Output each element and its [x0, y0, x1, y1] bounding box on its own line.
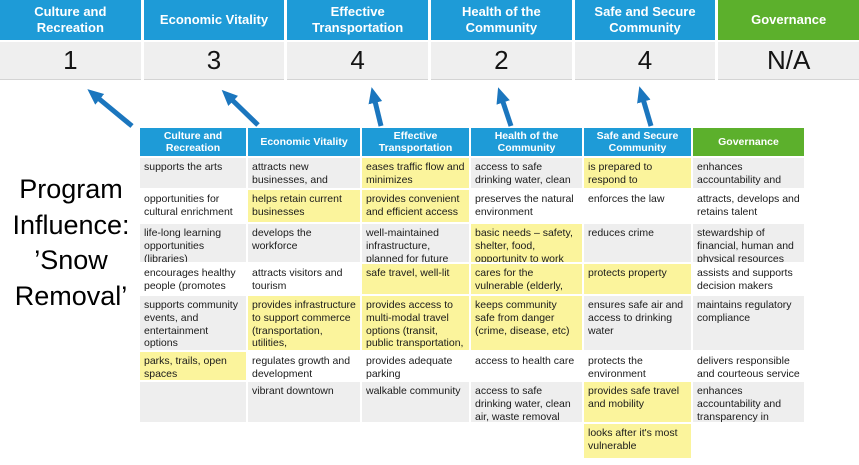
category-header: Economic Vitality [143, 0, 285, 40]
matrix-cell: provides adequate parking [362, 352, 469, 380]
matrix-header: Economic Vitality [248, 128, 360, 156]
matrix-header: Safe and Secure Community [584, 128, 691, 156]
arrows-layer [87, 86, 654, 128]
matrix-cell: helps retain current businesses [248, 190, 360, 222]
category-header: Culture and Recreation [0, 0, 141, 40]
matrix-cell: protects property [584, 264, 691, 294]
matrix-cell: delivers responsible and courteous servi… [693, 352, 804, 380]
category-header: Safe and Secure Community [574, 0, 716, 40]
score-column: Effective Transportation 4 [287, 0, 428, 80]
matrix-cell: provides infrastructure to support comme… [248, 296, 360, 350]
matrix-cell: attracts, develops and retains talent [693, 190, 804, 222]
matrix-cell: regulates growth and development [248, 352, 360, 380]
matrix-cell [140, 424, 246, 458]
matrix-cell: maintains regulatory compliance [693, 296, 804, 350]
matrix-cell: enhances accountability and transparency… [693, 382, 804, 422]
matrix-cell: cares for the vulnerable (elderly, youth… [471, 264, 582, 294]
matrix-header: Effective Transportation [362, 128, 469, 156]
matrix-cell: reduces crime [584, 224, 691, 262]
matrix-cell [248, 424, 360, 458]
matrix-cell: looks after it's most vulnerable [584, 424, 691, 458]
category-score: 2 [431, 42, 572, 80]
matrix-cell: preserves the natural environment [471, 190, 582, 222]
category-header: Governance [718, 0, 859, 40]
matrix-cell: enhances accountability and transparency… [693, 158, 804, 188]
matrix-cell: provides access to multi-modal travel op… [362, 296, 469, 350]
matrix-cell: access to health care [471, 352, 582, 380]
matrix-cell: attracts visitors and tourism [248, 264, 360, 294]
matrix-cell: ensures safe air and access to drinking … [584, 296, 691, 350]
matrix-cell: develops the workforce [248, 224, 360, 262]
matrix-cell: safe travel, well-lit [362, 264, 469, 294]
matrix-cell: access to safe drinking water, clean air… [471, 382, 582, 422]
category-score: 3 [143, 42, 285, 80]
matrix-cell: provides convenient and efficient access [362, 190, 469, 222]
matrix-cell: eases traffic flow and minimizes congest… [362, 158, 469, 188]
matrix-cell: protects the environment [584, 352, 691, 380]
matrix-cell: access to safe drinking water, clean air… [471, 158, 582, 188]
matrix-cell: walkable community [362, 382, 469, 422]
title-line: Influence: [12, 209, 130, 240]
influence-matrix: Culture and Recreation Economic Vitality E… [140, 128, 804, 458]
matrix-header: Governance [693, 128, 804, 156]
matrix-cell [140, 382, 246, 422]
influence-arrow [496, 87, 514, 127]
matrix-cell: stewardship of financial, human and phys… [693, 224, 804, 262]
matrix-cell: attracts new businesses, and creates job… [248, 158, 360, 188]
title-line: Program [19, 174, 123, 204]
matrix-cell: well-maintained infrastructure, planned … [362, 224, 469, 262]
score-column: Economic Vitality 3 [143, 0, 285, 80]
matrix-cell [471, 424, 582, 458]
score-column: Safe and Secure Community 4 [574, 0, 716, 80]
category-score: 1 [0, 42, 141, 80]
category-header: Health of the Community [431, 0, 572, 40]
matrix-cell: life-long learning opportunities (librar… [140, 224, 246, 262]
matrix-cell: enforces the law [584, 190, 691, 222]
matrix-cell [362, 424, 469, 458]
matrix-cell: vibrant downtown [248, 382, 360, 422]
matrix-header: Health of the Community [471, 128, 582, 156]
program-influence-title: Program Influence: ’Snow Removal’ [0, 172, 142, 315]
matrix-cell: keeps community safe from danger (crime,… [471, 296, 582, 350]
matrix-cell: basic needs – safety, shelter, food, opp… [471, 224, 582, 262]
title-line: ’Snow [34, 245, 108, 276]
scorecard: Culture and Recreation 1 Economic Vitality… [0, 0, 859, 80]
influence-arrow [368, 87, 384, 127]
score-column: Governance N/A [718, 0, 859, 80]
category-header: Effective Transportation [287, 0, 428, 40]
category-score: 4 [287, 42, 428, 80]
influence-arrow [637, 86, 654, 127]
matrix-cell: assists and supports decision makers [693, 264, 804, 294]
influence-arrow [221, 89, 260, 127]
category-score: N/A [718, 42, 859, 80]
matrix-cell: supports community events, and entertain… [140, 296, 246, 350]
category-score: 4 [574, 42, 716, 80]
matrix-cell: opportunities for cultural enrichment [140, 190, 246, 222]
matrix-cell: supports the arts [140, 158, 246, 188]
matrix-cell: encourages healthy people (promotes acti… [140, 264, 246, 294]
influence-arrow [87, 89, 134, 128]
matrix-cell: parks, trails, open spaces [140, 352, 246, 380]
score-column: Culture and Recreation 1 [0, 0, 141, 80]
matrix-header: Culture and Recreation [140, 128, 246, 156]
matrix-cell [693, 424, 804, 458]
matrix-cell: is prepared to respond to emergencies [584, 158, 691, 188]
title-line: Removal’ [14, 280, 128, 311]
matrix-cell: provides safe travel and mobility [584, 382, 691, 422]
score-column: Health of the Community 2 [431, 0, 572, 80]
